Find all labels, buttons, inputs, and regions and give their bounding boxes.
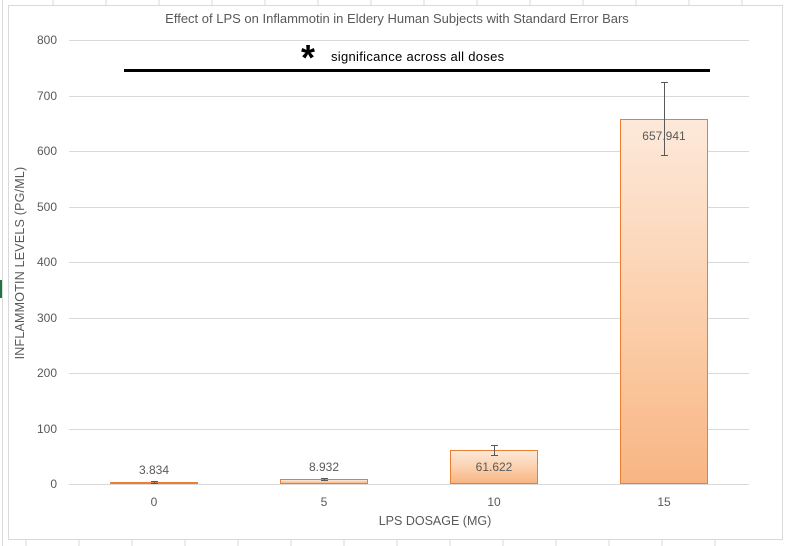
error-bar	[664, 82, 665, 156]
data-label: 3.834	[138, 462, 170, 477]
error-bar-cap	[661, 155, 668, 157]
gridline	[69, 318, 749, 319]
gridline	[69, 151, 749, 152]
error-bar-cap	[321, 478, 328, 480]
y-tick-label: 400	[36, 255, 57, 269]
gridline	[69, 373, 749, 374]
gridline	[69, 40, 749, 41]
significance-label: significance across all doses	[331, 49, 505, 64]
y-tick-label: 500	[36, 200, 57, 214]
error-bar	[494, 444, 495, 455]
error-bar-cap	[661, 82, 668, 84]
x-tick-label: 10	[487, 495, 501, 509]
y-tick-label: 200	[36, 366, 57, 380]
gridline	[69, 429, 749, 430]
y-tick-label: 800	[36, 33, 57, 47]
bar[interactable]	[620, 118, 708, 484]
x-tick-label: 0	[150, 495, 158, 509]
error-bar-cap	[491, 444, 498, 446]
significance-bar	[124, 69, 710, 72]
x-tick-label: 15	[657, 495, 671, 509]
error-bar-cap	[151, 482, 158, 484]
y-tick-label: 600	[36, 144, 57, 158]
data-label: 61.622	[475, 459, 513, 474]
y-tick-label: 100	[36, 422, 57, 436]
error-bar-cap	[151, 481, 158, 483]
y-tick-label: 0	[50, 477, 57, 491]
asterisk-icon: *	[301, 37, 316, 78]
error-bar-cap	[321, 479, 328, 481]
x-axis-title: LPS DOSAGE (MG)	[378, 514, 492, 528]
chart-title: Effect of LPS on Inflammotin in Eldery H…	[165, 11, 629, 26]
gridline	[69, 484, 749, 485]
error-bar-cap	[491, 454, 498, 456]
gridline	[69, 207, 749, 208]
gridline	[69, 262, 749, 263]
data-label: 657.941	[642, 128, 686, 143]
y-tick-label: 700	[36, 89, 57, 103]
y-tick-label: 300	[36, 311, 57, 325]
x-tick-label: 5	[320, 495, 328, 509]
gridline	[69, 96, 749, 97]
data-label: 8.932	[308, 460, 340, 475]
